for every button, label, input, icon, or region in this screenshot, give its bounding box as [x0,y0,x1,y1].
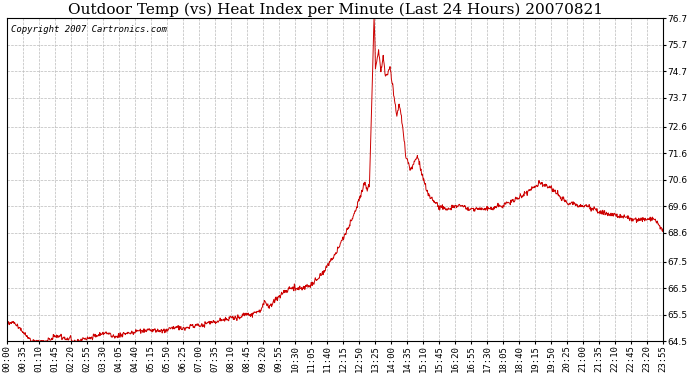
Text: Copyright 2007 Cartronics.com: Copyright 2007 Cartronics.com [10,25,166,34]
Title: Outdoor Temp (vs) Heat Index per Minute (Last 24 Hours) 20070821: Outdoor Temp (vs) Heat Index per Minute … [68,3,602,17]
